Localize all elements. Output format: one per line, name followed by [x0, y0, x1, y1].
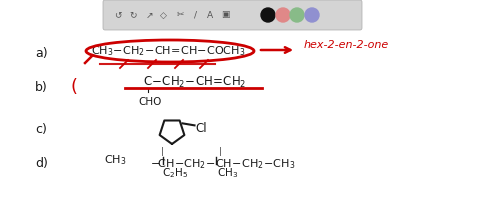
Text: A: A: [207, 11, 213, 20]
Text: $\mathsf{CH_3}$: $\mathsf{CH_3}$: [217, 166, 239, 180]
Circle shape: [305, 8, 319, 22]
Text: ↗: ↗: [145, 11, 153, 20]
Text: hex-2-en-2-one: hex-2-en-2-one: [304, 40, 389, 50]
Text: ▣: ▣: [221, 11, 229, 20]
Text: b): b): [35, 81, 48, 95]
Text: c): c): [35, 123, 47, 137]
Text: Cl: Cl: [195, 121, 206, 135]
Text: ◇: ◇: [159, 11, 167, 20]
Circle shape: [276, 8, 290, 22]
Text: $\mathsf{C_2H_5}$: $\mathsf{C_2H_5}$: [162, 166, 188, 180]
Text: a): a): [35, 47, 48, 61]
Text: $\mathsf{CH_3\!-\!CH_2\!-\!CH\!=\!CH\!-\!COCH_3}$: $\mathsf{CH_3\!-\!CH_2\!-\!CH\!=\!CH\!-\…: [91, 44, 245, 58]
Text: $\mathsf{CH_3}$: $\mathsf{CH_3}$: [104, 153, 126, 167]
Text: $\mathsf{-\!\overset{|}{C}H\!-\!CH_2\!-\!\overset{|}{C}H\!-\!CH_2\!-\!CH_3}$: $\mathsf{-\!\overset{|}{C}H\!-\!CH_2\!-\…: [150, 147, 295, 173]
Circle shape: [261, 8, 275, 22]
Text: $\mathsf{C\!-\!CH_2\!-\!CH\!=\!CH_2}$: $\mathsf{C\!-\!CH_2\!-\!CH\!=\!CH_2}$: [144, 75, 247, 89]
FancyBboxPatch shape: [103, 0, 362, 30]
Text: ↻: ↻: [129, 11, 137, 20]
Text: d): d): [35, 157, 48, 169]
Text: ↺: ↺: [114, 11, 122, 20]
Text: /: /: [194, 11, 197, 20]
Text: ✂: ✂: [176, 11, 184, 20]
Text: CHO: CHO: [138, 97, 162, 107]
Circle shape: [290, 8, 304, 22]
Text: (: (: [70, 78, 77, 96]
